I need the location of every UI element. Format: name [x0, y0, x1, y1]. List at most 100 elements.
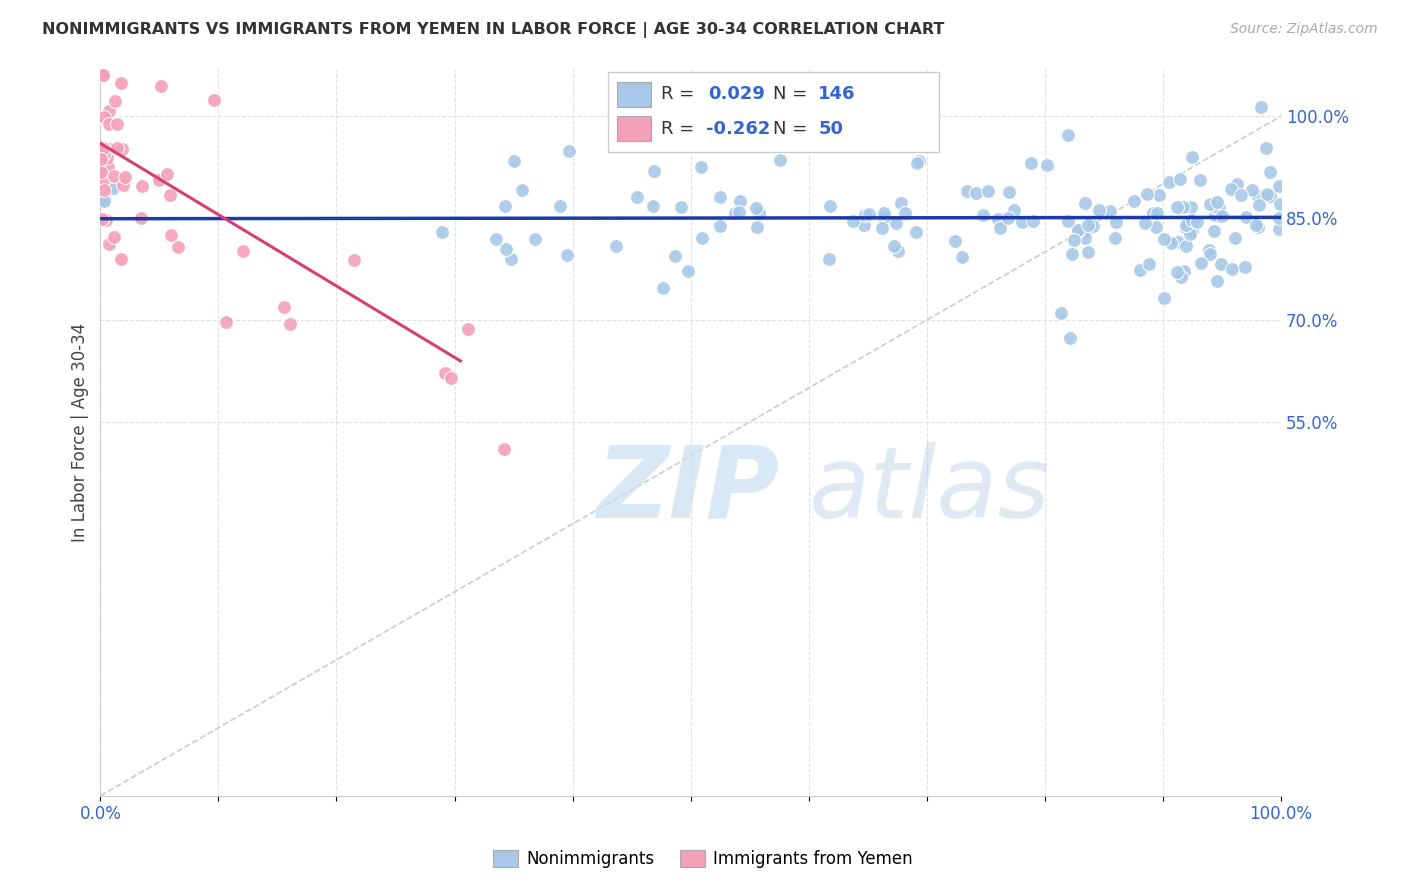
Point — [432, 225, 454, 239]
Point — [1181, 224, 1204, 238]
Text: N =: N = — [773, 120, 813, 138]
Point — [1199, 247, 1222, 261]
Point — [131, 179, 153, 194]
Point — [160, 227, 183, 242]
Point — [156, 167, 179, 181]
Point — [1226, 177, 1249, 191]
Y-axis label: In Labor Force | Age 30-34: In Labor Force | Age 30-34 — [72, 323, 89, 541]
Point — [202, 93, 225, 107]
Point — [129, 211, 152, 226]
Point — [103, 229, 125, 244]
Point — [110, 252, 132, 266]
Point — [1246, 188, 1268, 202]
Point — [1180, 200, 1202, 214]
Point — [998, 185, 1021, 199]
Text: 50: 50 — [818, 120, 844, 138]
Point — [167, 240, 190, 254]
Point — [1180, 213, 1202, 227]
Point — [904, 226, 927, 240]
Point — [943, 234, 966, 248]
Point — [510, 183, 533, 197]
Point — [1258, 165, 1281, 179]
Point — [1074, 196, 1097, 211]
Point — [1220, 261, 1243, 276]
Point — [1270, 196, 1292, 211]
Point — [273, 300, 295, 314]
Point — [97, 236, 120, 251]
Point — [1189, 256, 1212, 270]
Point — [114, 170, 136, 185]
Point — [1204, 200, 1226, 214]
Text: 0.029: 0.029 — [709, 85, 765, 103]
Point — [1175, 220, 1198, 235]
Point — [97, 104, 120, 119]
Point — [884, 216, 907, 230]
Point — [626, 190, 648, 204]
Point — [343, 252, 366, 267]
Point — [965, 186, 987, 200]
Point — [652, 281, 675, 295]
Point — [96, 213, 118, 227]
Point — [858, 207, 880, 221]
Point — [950, 250, 973, 264]
Point — [90, 152, 112, 166]
Point — [1250, 100, 1272, 114]
Point — [853, 218, 876, 232]
Point — [1167, 235, 1189, 250]
Point — [870, 221, 893, 235]
Point — [1056, 214, 1078, 228]
Point — [728, 204, 751, 219]
Point — [557, 144, 579, 158]
Point — [1166, 200, 1188, 214]
Point — [1011, 215, 1033, 229]
Point — [1062, 247, 1084, 261]
Point — [93, 183, 115, 197]
Text: NONIMMIGRANTS VS IMMIGRANTS FROM YEMEN IN LABOR FORCE | AGE 30-34 CORRELATION CH: NONIMMIGRANTS VS IMMIGRANTS FROM YEMEN I… — [42, 22, 945, 38]
Point — [98, 117, 121, 131]
Point — [894, 205, 917, 219]
Point — [997, 211, 1019, 225]
Point — [1199, 197, 1222, 211]
Point — [91, 174, 114, 188]
Point — [1076, 224, 1098, 238]
Point — [159, 188, 181, 202]
Point — [1205, 274, 1227, 288]
Point — [690, 231, 713, 245]
Point — [494, 199, 516, 213]
Point — [1247, 219, 1270, 234]
Point — [676, 264, 699, 278]
Point — [1022, 214, 1045, 228]
Point — [93, 110, 115, 124]
Point — [641, 199, 664, 213]
Point — [91, 158, 114, 172]
Point — [1133, 217, 1156, 231]
Point — [890, 195, 912, 210]
Point — [1233, 260, 1256, 274]
Text: atlas: atlas — [808, 442, 1050, 539]
Point — [1173, 263, 1195, 277]
Point — [1174, 239, 1197, 253]
Point — [818, 252, 841, 266]
Point — [1081, 219, 1104, 233]
Point — [91, 141, 114, 155]
FancyBboxPatch shape — [607, 72, 939, 153]
Point — [103, 169, 125, 183]
FancyBboxPatch shape — [617, 81, 651, 107]
Point — [278, 317, 301, 331]
Point — [1267, 211, 1289, 225]
Point — [886, 244, 908, 259]
Point — [1206, 194, 1229, 209]
Point — [1059, 331, 1081, 345]
Point — [149, 79, 172, 94]
Point — [1073, 231, 1095, 245]
Point — [90, 165, 112, 179]
Point — [548, 199, 571, 213]
Text: R =: R = — [661, 120, 700, 138]
Point — [101, 181, 124, 195]
Point — [1036, 159, 1059, 173]
Point — [818, 199, 841, 213]
Point — [728, 194, 751, 208]
Point — [1256, 141, 1278, 155]
Point — [1209, 257, 1232, 271]
Point — [1104, 231, 1126, 245]
